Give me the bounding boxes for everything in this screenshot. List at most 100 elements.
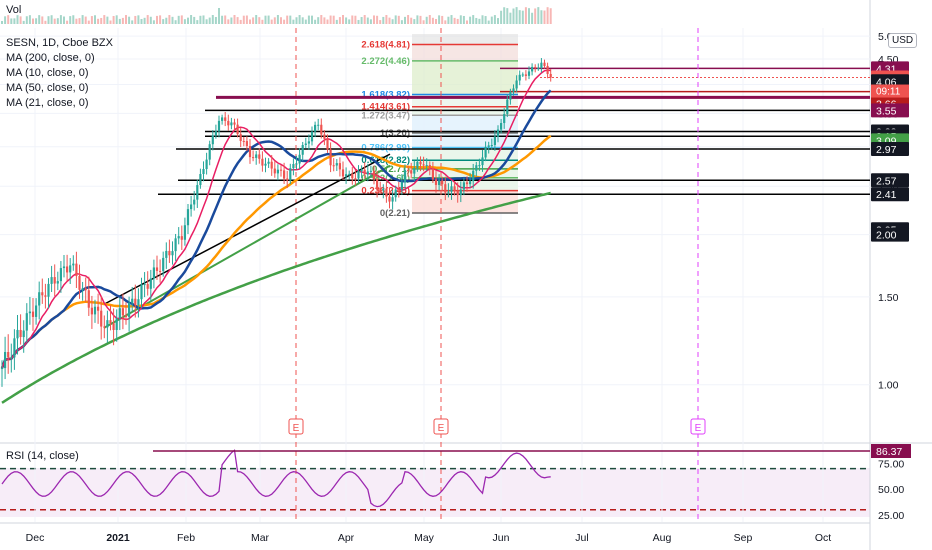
candle[interactable]: [369, 170, 372, 172]
candle[interactable]: [304, 143, 307, 146]
symbol-title[interactable]: SESN, 1D, Cboe BZX: [6, 37, 113, 49]
candle[interactable]: [109, 320, 112, 324]
candle[interactable]: [286, 178, 289, 181]
candle[interactable]: [527, 71, 531, 76]
candle[interactable]: [227, 120, 230, 126]
candle[interactable]: [41, 292, 44, 296]
candle[interactable]: [335, 163, 338, 166]
candle[interactable]: [78, 276, 81, 290]
candle[interactable]: [534, 66, 537, 69]
candle[interactable]: [478, 165, 481, 167]
candle[interactable]: [258, 154, 261, 159]
earnings-marker-box[interactable]: [288, 418, 304, 435]
rsi-value-box[interactable]: [871, 444, 911, 458]
candle[interactable]: [233, 122, 236, 125]
candle[interactable]: [475, 165, 478, 171]
candle[interactable]: [438, 180, 441, 185]
candle[interactable]: [283, 170, 286, 179]
candle[interactable]: [62, 266, 66, 269]
candle[interactable]: [462, 182, 465, 190]
candle[interactable]: [397, 189, 400, 191]
candle[interactable]: [400, 182, 403, 190]
candle[interactable]: [183, 225, 186, 240]
rsi-value-tag[interactable]: 86.37: [871, 444, 911, 458]
candle[interactable]: [165, 250, 168, 258]
candle[interactable]: [193, 199, 196, 205]
candle[interactable]: [506, 99, 509, 115]
candle[interactable]: [50, 277, 53, 284]
candle[interactable]: [447, 191, 450, 193]
candle[interactable]: [56, 281, 59, 284]
candle[interactable]: [149, 278, 152, 289]
candle[interactable]: [28, 311, 31, 314]
candle[interactable]: [493, 136, 496, 145]
earnings-marker[interactable]: E: [288, 418, 304, 435]
candle[interactable]: [66, 266, 69, 273]
candle[interactable]: [239, 134, 242, 141]
candle[interactable]: [87, 290, 90, 308]
trend-line[interactable]: [103, 164, 391, 329]
candle[interactable]: [72, 263, 75, 266]
candle[interactable]: [81, 288, 84, 290]
candle[interactable]: [205, 159, 208, 170]
candle[interactable]: [35, 305, 38, 317]
ma10-legend[interactable]: MA (10, close, 0): [6, 67, 89, 79]
candle[interactable]: [171, 251, 174, 256]
candle[interactable]: [59, 268, 62, 282]
candle[interactable]: [106, 320, 109, 328]
candle[interactable]: [512, 88, 515, 92]
candle[interactable]: [137, 299, 140, 306]
candle[interactable]: [540, 62, 543, 69]
candle[interactable]: [472, 170, 475, 182]
candle[interactable]: [292, 164, 295, 169]
ma21-legend[interactable]: MA (21, close, 0): [6, 97, 89, 109]
price-tag-box[interactable]: [871, 103, 909, 118]
candle[interactable]: [279, 169, 283, 171]
candle[interactable]: [456, 190, 459, 196]
candle[interactable]: [326, 138, 329, 150]
candle[interactable]: [543, 62, 546, 66]
candle[interactable]: [500, 123, 503, 130]
price-tag-box[interactable]: [871, 173, 909, 188]
candle[interactable]: [360, 169, 363, 171]
candle[interactable]: [270, 161, 273, 169]
candle[interactable]: [261, 158, 264, 166]
candle[interactable]: [97, 306, 100, 311]
candle[interactable]: [252, 157, 255, 159]
candle[interactable]: [236, 124, 239, 135]
candle[interactable]: [196, 185, 199, 200]
candle[interactable]: [372, 170, 376, 180]
ma50-legend[interactable]: MA (50, close, 0): [6, 82, 89, 94]
candle[interactable]: [546, 65, 549, 74]
candle[interactable]: [459, 189, 462, 196]
candle[interactable]: [307, 141, 310, 144]
candle[interactable]: [128, 302, 131, 317]
candle[interactable]: [496, 129, 500, 137]
candle[interactable]: [245, 141, 248, 147]
earnings-marker-box[interactable]: [690, 418, 706, 435]
candle[interactable]: [382, 188, 385, 191]
candle[interactable]: [155, 267, 159, 271]
candle[interactable]: [403, 170, 407, 183]
candle[interactable]: [0, 368, 4, 370]
candle[interactable]: [338, 163, 341, 170]
candle[interactable]: [465, 182, 469, 185]
candle[interactable]: [295, 163, 298, 165]
candle[interactable]: [146, 284, 149, 289]
candle[interactable]: [490, 144, 493, 146]
candle[interactable]: [323, 134, 326, 139]
candle[interactable]: [301, 145, 304, 155]
earnings-marker[interactable]: E: [433, 418, 449, 435]
candle[interactable]: [13, 338, 16, 358]
price-tag-box[interactable]: [871, 227, 909, 242]
candle[interactable]: [391, 197, 394, 202]
candle[interactable]: [314, 124, 317, 132]
candle[interactable]: [221, 117, 224, 121]
candle[interactable]: [363, 169, 366, 175]
candle[interactable]: [332, 165, 335, 167]
candle[interactable]: [425, 165, 428, 167]
candle[interactable]: [416, 161, 419, 168]
candle[interactable]: [394, 189, 397, 198]
candle[interactable]: [357, 170, 360, 179]
